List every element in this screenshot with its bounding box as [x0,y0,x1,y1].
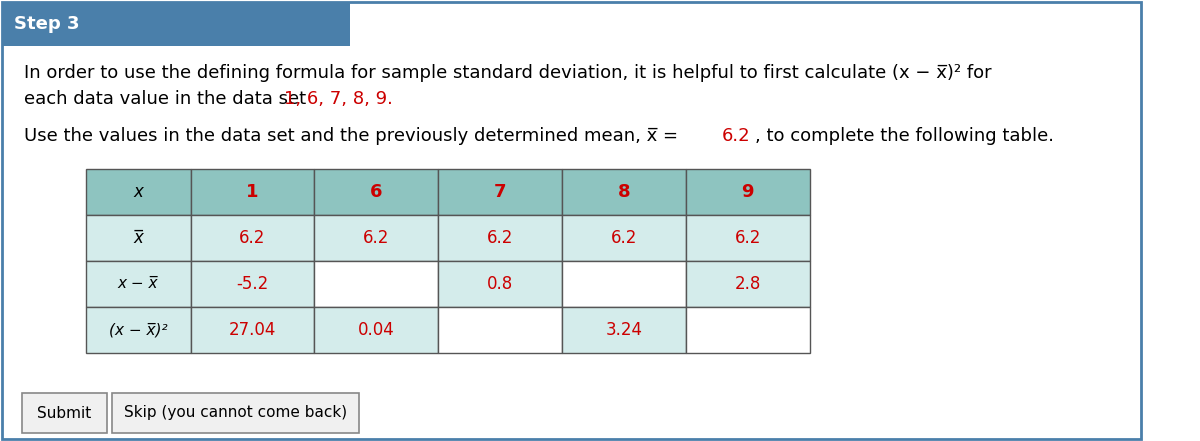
Bar [562,261,686,307]
Text: 1, 6, 7, 8, 9.: 1, 6, 7, 8, 9. [284,90,392,108]
Text: Use the values in the data set and the previously determined mean, x̅ =: Use the values in the data set and the p… [24,127,684,145]
Bar [314,169,438,215]
Text: -5.2: -5.2 [236,275,269,293]
Text: 27.04: 27.04 [229,321,276,339]
Text: , to complete the following table.: , to complete the following table. [755,127,1055,145]
Bar [2,2,349,46]
Bar [191,261,314,307]
Bar [438,307,562,353]
Text: 2.8: 2.8 [734,275,761,293]
Text: x: x [133,183,143,201]
Bar [85,261,191,307]
Bar [562,215,686,261]
Text: x − x̅: x − x̅ [118,277,158,292]
Bar [85,169,191,215]
Text: (x − x̅)²: (x − x̅)² [109,322,168,337]
Bar [438,261,562,307]
Bar [85,215,191,261]
Bar [191,169,314,215]
Text: Skip (you cannot come back): Skip (you cannot come back) [124,406,347,421]
Text: 0.04: 0.04 [358,321,395,339]
FancyBboxPatch shape [113,393,359,433]
Text: 0.8: 0.8 [487,275,514,293]
Bar [85,307,191,353]
Text: 8: 8 [618,183,630,201]
Text: 6.2: 6.2 [487,229,514,247]
Text: Submit: Submit [37,406,91,421]
Text: 6: 6 [370,183,383,201]
Text: 7: 7 [494,183,506,201]
Text: In order to use the defining formula for sample standard deviation, it is helpfu: In order to use the defining formula for… [24,64,991,82]
Bar [314,215,438,261]
Bar [686,261,810,307]
Text: 6.2: 6.2 [364,229,390,247]
Text: each data value in the data set: each data value in the data set [24,90,312,108]
Text: 9: 9 [742,183,754,201]
Bar [686,307,810,353]
Text: Step 3: Step 3 [14,15,79,33]
Bar [191,215,314,261]
Bar [314,307,438,353]
Text: x̅: x̅ [133,229,143,247]
Bar [314,261,438,307]
Text: 6.2: 6.2 [239,229,265,247]
Bar [191,307,314,353]
Text: 6.2: 6.2 [734,229,761,247]
Text: 1: 1 [246,183,259,201]
Bar [438,169,562,215]
Bar [562,307,686,353]
Bar [686,169,810,215]
Bar [562,169,686,215]
Text: 6.2: 6.2 [722,127,751,145]
Text: 3.24: 3.24 [605,321,642,339]
FancyBboxPatch shape [22,393,107,433]
FancyBboxPatch shape [2,2,1141,439]
Bar [438,215,562,261]
Text: 6.2: 6.2 [611,229,637,247]
Bar [686,215,810,261]
